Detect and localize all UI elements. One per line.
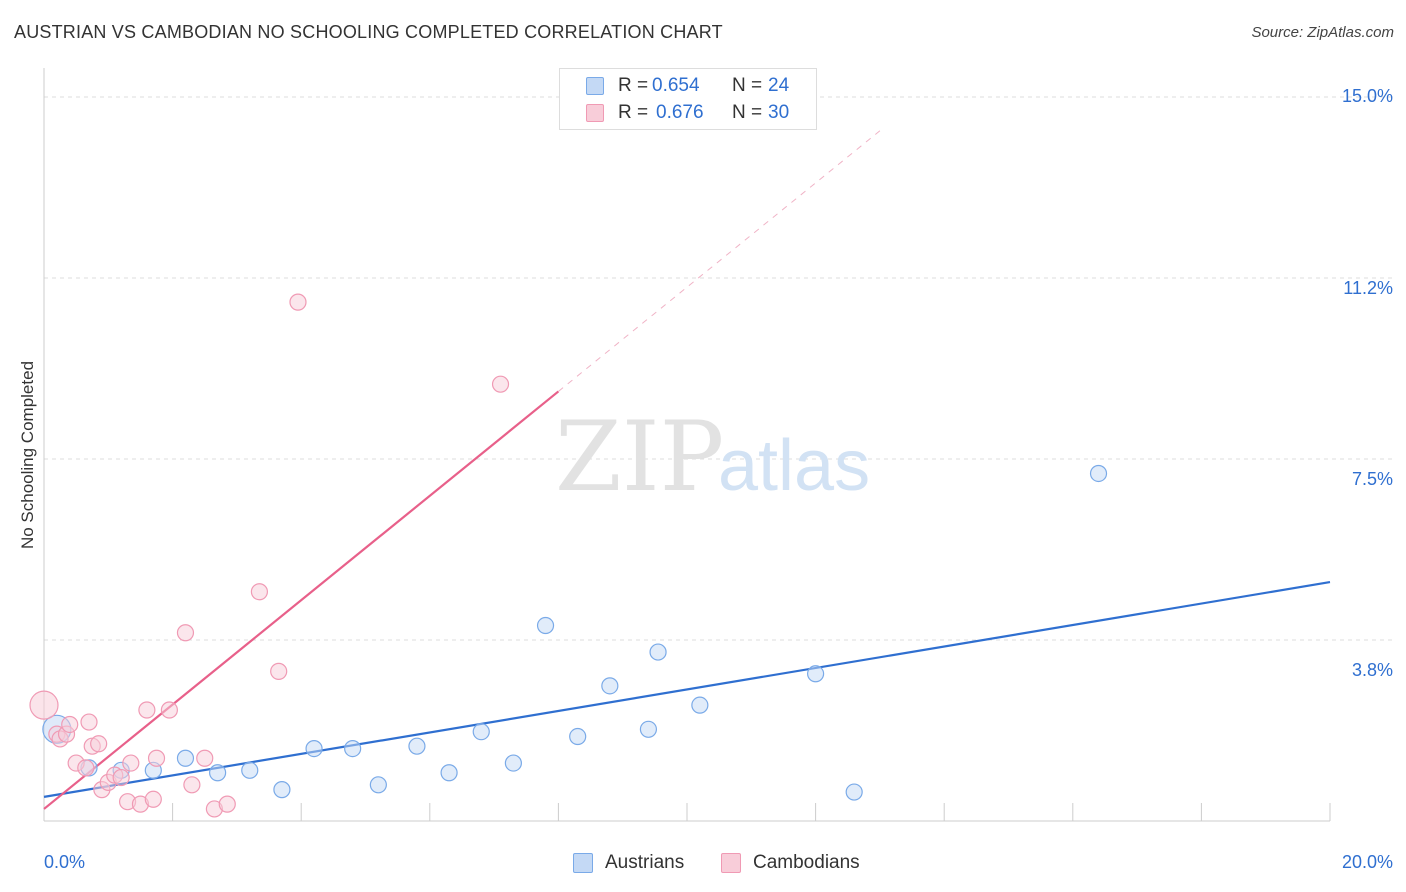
legend-n-value: 24 — [768, 75, 790, 96]
y-tick-label-15: 15.0% — [1341, 86, 1393, 106]
point-austrians-13 — [472, 723, 490, 741]
legend-n-label: N = — [732, 102, 763, 123]
point-austrians-17 — [601, 677, 619, 695]
trend-lines — [43, 130, 1331, 810]
point-austrians-14 — [504, 754, 522, 772]
point-cambodians-25 — [218, 795, 236, 813]
legend-r-label: R = — [618, 102, 649, 123]
legend-r-value: 0.676 — [656, 102, 704, 123]
watermark: ZIP atlas — [555, 401, 870, 513]
y-tick-label-7: 7.5% — [1351, 469, 1393, 489]
point-cambodians-29 — [491, 375, 510, 393]
x-tick-label-min: 0.0% — [44, 852, 86, 872]
data-points — [29, 293, 1108, 818]
point-cambodians-9 — [90, 735, 108, 753]
point-austrians-5 — [209, 764, 227, 782]
correlation-legend: R = 0.654 N = 24 R = 0.676 N = 30 — [559, 68, 817, 130]
legend-swatch-cambodians — [586, 104, 604, 122]
point-cambodians-4 — [61, 715, 79, 734]
point-austrians-12 — [440, 764, 458, 782]
point-austrians-16 — [569, 727, 587, 746]
legend-label-austrians: Austrians — [605, 852, 685, 873]
point-cambodians-26 — [250, 583, 269, 601]
point-austrians-15 — [536, 616, 555, 635]
x-tick-label-max: 20.0% — [1341, 852, 1393, 872]
point-austrians-7 — [273, 781, 291, 799]
point-cambodians-0 — [29, 690, 59, 720]
trend-line-cambodians — [43, 390, 560, 810]
legend-n-label: N = — [732, 75, 763, 96]
point-austrians-22 — [845, 783, 863, 801]
point-cambodians-21 — [176, 624, 195, 642]
point-cambodians-23 — [196, 749, 214, 767]
legend-swatch-austrians — [586, 77, 604, 95]
point-cambodians-18 — [144, 790, 162, 808]
point-austrians-11 — [408, 737, 426, 755]
trend-extension-cambodians — [558, 130, 881, 392]
point-cambodians-13 — [112, 768, 130, 787]
legend-r-label: R = — [618, 75, 649, 96]
y-tick-label-3: 3.8% — [1351, 660, 1393, 680]
point-austrians-20 — [691, 696, 709, 714]
point-cambodians-28 — [289, 293, 307, 311]
y-tick-label-11: 11.2% — [1343, 278, 1393, 298]
point-austrians-8 — [305, 739, 323, 758]
point-cambodians-27 — [270, 662, 288, 680]
point-austrians-4 — [176, 749, 195, 767]
legend-swatch-austrians — [573, 853, 593, 873]
watermark-zip: ZIP — [555, 401, 724, 513]
y-axis-label: No Schooling Completed — [18, 360, 37, 550]
point-austrians-19 — [649, 643, 667, 661]
watermark-atlas: atlas — [718, 426, 870, 506]
legend-r-value: 0.654 — [652, 75, 700, 96]
point-cambodians-19 — [147, 749, 166, 767]
point-cambodians-22 — [183, 776, 201, 794]
source-label: Source: ZipAtlas.com — [1251, 24, 1394, 41]
point-cambodians-15 — [122, 754, 140, 772]
point-cambodians-6 — [77, 759, 95, 777]
point-austrians-9 — [344, 739, 362, 758]
chart-title: AUSTRIAN VS CAMBODIAN NO SCHOOLING COMPL… — [14, 22, 723, 42]
point-cambodians-7 — [80, 713, 98, 731]
trend-line-austrians — [43, 580, 1331, 798]
legend-swatch-cambodians — [721, 853, 741, 873]
point-cambodians-20 — [160, 701, 178, 719]
point-austrians-18 — [639, 720, 658, 738]
point-austrians-21 — [806, 665, 825, 683]
legend-label-cambodians: Cambodians — [753, 852, 860, 873]
point-austrians-23 — [1089, 464, 1108, 483]
series-legend: Austrians Cambodians — [0, 852, 1406, 876]
point-austrians-10 — [369, 776, 387, 794]
legend-n-value: 30 — [768, 102, 790, 123]
point-cambodians-17 — [138, 701, 156, 719]
point-austrians-6 — [241, 761, 259, 779]
gridlines — [44, 96, 1393, 641]
